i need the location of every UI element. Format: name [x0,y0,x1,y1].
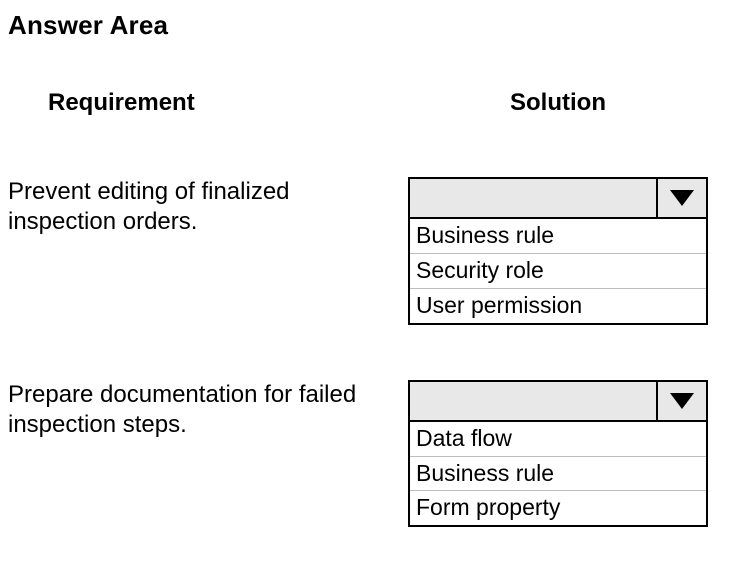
dropdown-option[interactable]: Security role [410,254,706,289]
dropdown-options: Business rule Security role User permiss… [408,219,708,325]
answer-row: Prevent editing of finalized inspection … [8,177,745,325]
requirement-text: Prevent editing of finalized inspection … [8,177,408,237]
dropdown-arrow-button[interactable] [656,179,706,217]
solution-block: Business rule Security role User permiss… [408,177,708,325]
page-title: Answer Area [8,10,745,41]
column-headers: Requirement Solution [8,89,745,117]
dropdown-option[interactable]: Business rule [410,457,706,492]
solution-block: Data flow Business rule Form property [408,380,708,528]
requirement-text: Prepare documentation for failed inspect… [8,380,408,440]
chevron-down-icon [670,393,694,409]
dropdown-option[interactable]: Data flow [410,422,706,457]
dropdown-options: Data flow Business rule Form property [408,422,708,528]
solution-dropdown[interactable] [408,380,708,422]
dropdown-arrow-button[interactable] [656,382,706,420]
solution-dropdown[interactable] [408,177,708,219]
dropdown-option[interactable]: Form property [410,491,706,525]
dropdown-selected [410,179,656,217]
dropdown-selected [410,382,656,420]
dropdown-option[interactable]: User permission [410,289,706,323]
dropdown-option[interactable]: Business rule [410,219,706,254]
chevron-down-icon [670,190,694,206]
header-solution: Solution [408,89,708,117]
header-requirement: Requirement [8,89,408,117]
answer-row: Prepare documentation for failed inspect… [8,380,745,528]
